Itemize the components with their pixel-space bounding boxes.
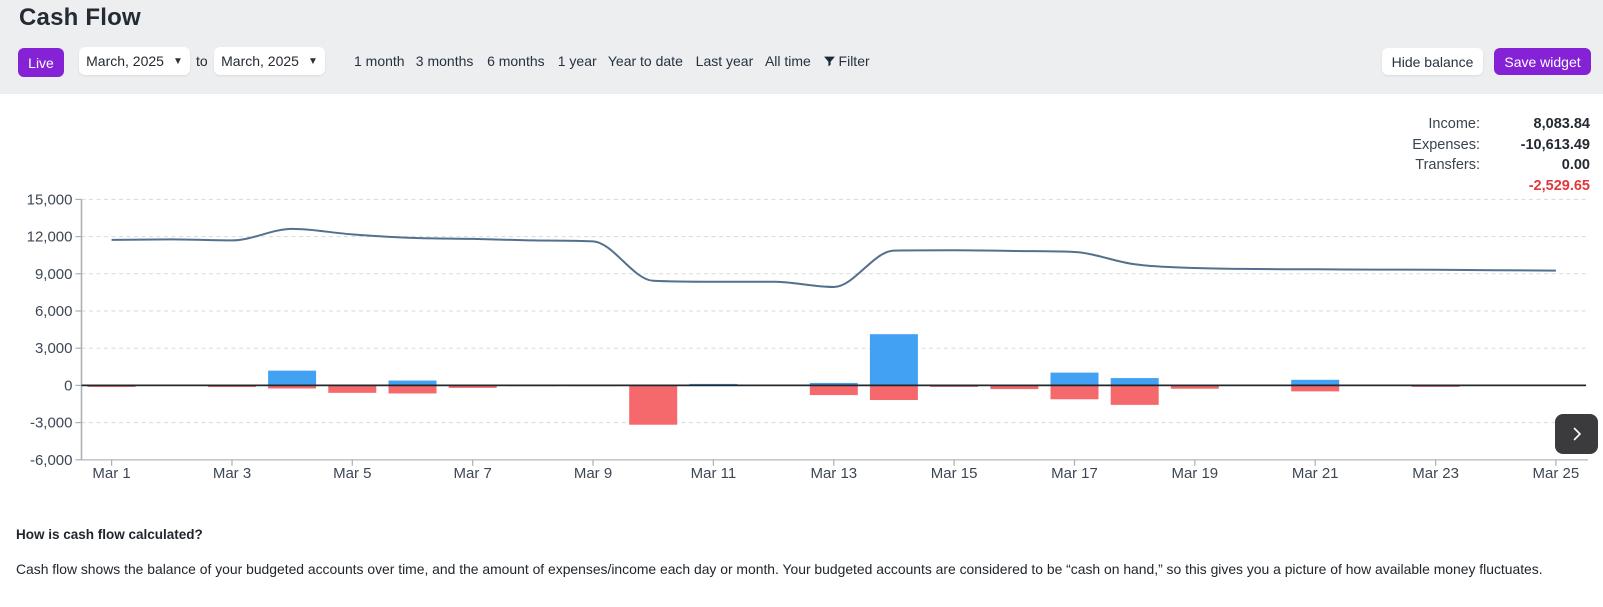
svg-text:Mar 11: Mar 11	[691, 465, 737, 482]
svg-text:-3,000: -3,000	[30, 415, 73, 432]
svg-text:Mar 7: Mar 7	[454, 465, 492, 482]
svg-text:Mar 5: Mar 5	[333, 465, 371, 482]
svg-text:Mar 15: Mar 15	[931, 465, 978, 482]
svg-text:9,000: 9,000	[35, 266, 73, 283]
svg-text:0: 0	[64, 377, 72, 394]
svg-text:Mar 21: Mar 21	[1292, 465, 1339, 482]
svg-text:Mar 19: Mar 19	[1171, 465, 1218, 482]
svg-text:15,000: 15,000	[27, 191, 73, 208]
svg-text:Mar 13: Mar 13	[810, 465, 857, 482]
svg-text:Mar 9: Mar 9	[574, 465, 612, 482]
svg-text:3,000: 3,000	[35, 340, 73, 357]
svg-text:Mar 23: Mar 23	[1412, 465, 1459, 482]
svg-text:12,000: 12,000	[27, 229, 73, 246]
svg-text:Mar 17: Mar 17	[1051, 465, 1098, 482]
svg-text:Mar 1: Mar 1	[92, 465, 130, 482]
svg-text:-6,000: -6,000	[30, 452, 73, 469]
svg-text:Mar 3: Mar 3	[213, 465, 251, 482]
svg-text:6,000: 6,000	[35, 303, 73, 320]
svg-text:Mar 25: Mar 25	[1533, 465, 1580, 482]
